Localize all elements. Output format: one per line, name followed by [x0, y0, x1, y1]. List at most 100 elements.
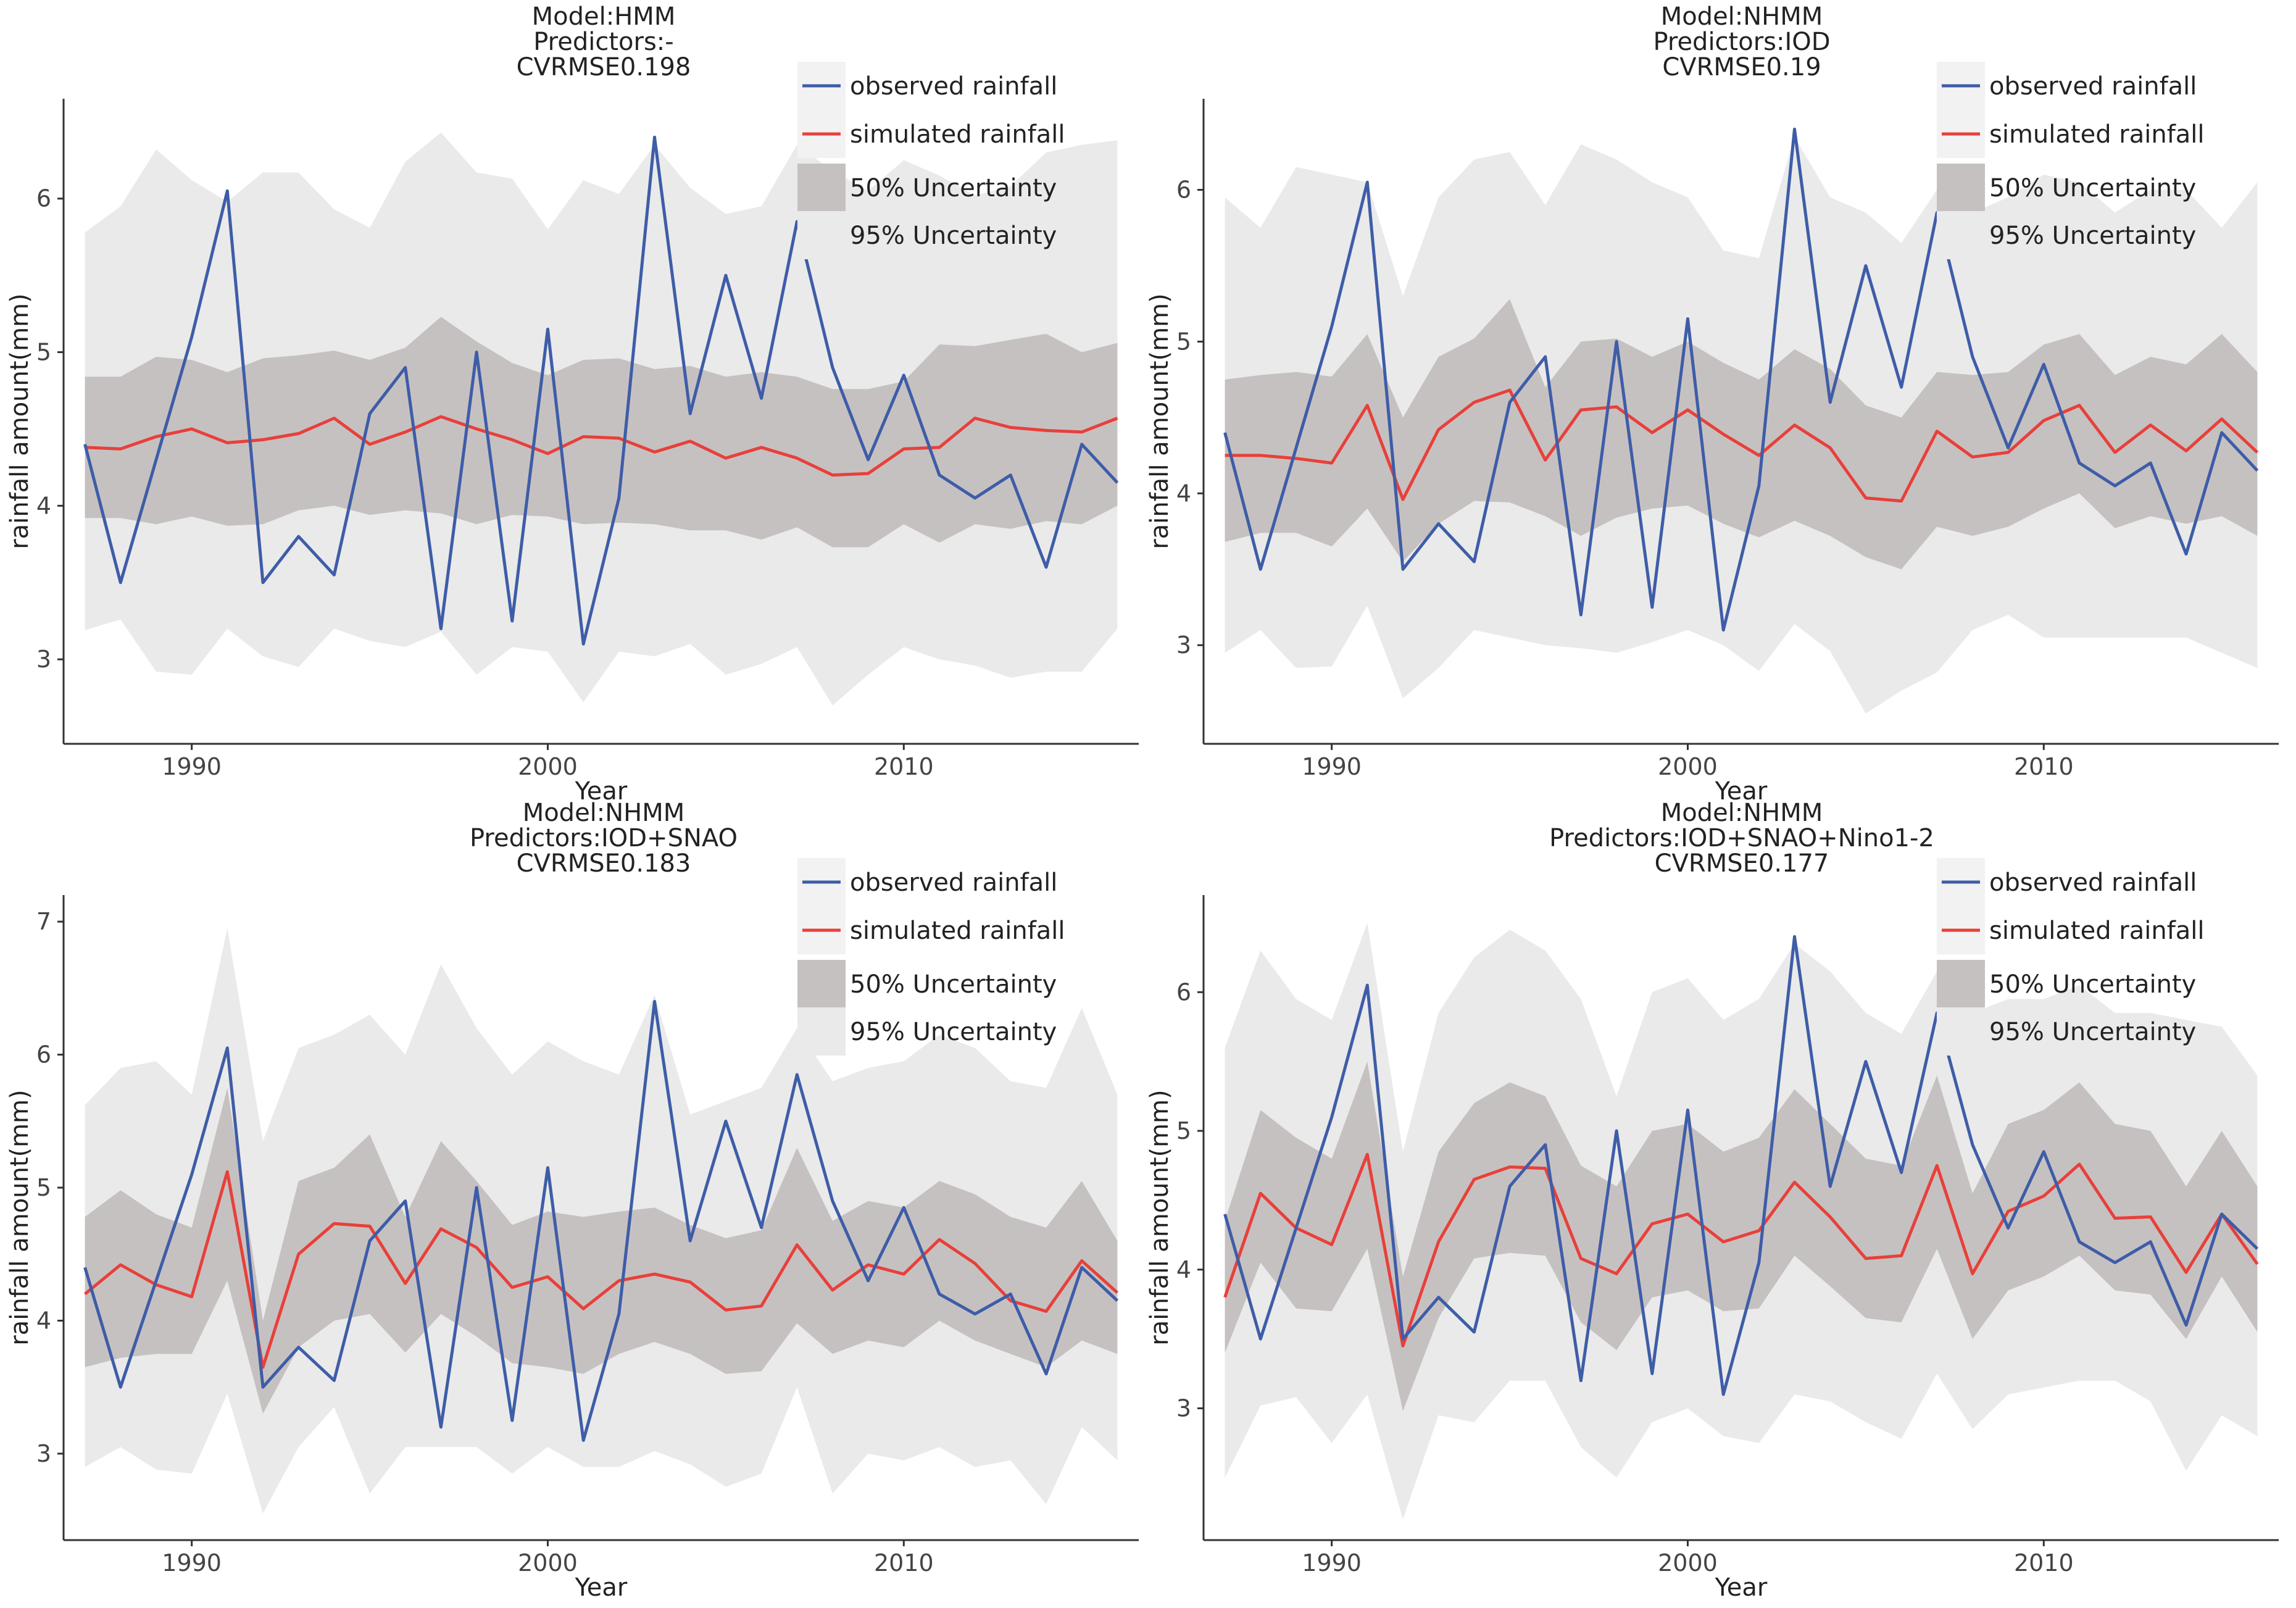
legend-50-uncertainty: 50% Uncertainty — [797, 164, 1057, 212]
legend: observed rainfall simulated rainfall 50% U… — [797, 62, 1065, 259]
legend-50-uncertainty: 50% Uncertainty — [1937, 960, 2196, 1008]
x-tick-label: 2010 — [874, 1549, 934, 1577]
x-axis-label: Year — [1715, 1573, 1768, 1602]
legend-observed: observed rainfall — [1937, 62, 2197, 110]
y-tick-label: 5 — [1176, 328, 1191, 355]
y-tick-label: 6 — [36, 1041, 51, 1069]
x-tick-label: 2010 — [2014, 753, 2074, 780]
simulated-rainfall-line — [85, 415, 1118, 477]
legend-label: observed rainfall — [1989, 72, 2197, 101]
y-tick-label: 4 — [1176, 1256, 1191, 1283]
legend-label: 95% Uncertainty — [1989, 222, 2196, 250]
x-tick-label: 2000 — [1658, 1549, 1718, 1577]
chart-title-line: CVRMSE0.198 — [517, 53, 691, 81]
band-50-uncertainty — [85, 317, 1118, 548]
y-axis-label: rainfall amount(mm) — [6, 293, 34, 549]
y-axis-label: rainfall amount(mm) — [1146, 1089, 1174, 1345]
legend-label: observed rainfall — [850, 869, 1057, 897]
y-tick-label: 6 — [36, 185, 51, 212]
x-tick-label: 2000 — [518, 1549, 578, 1577]
legend-label: 95% Uncertainty — [850, 1018, 1057, 1046]
x-tick-label: 1990 — [162, 1549, 222, 1577]
legend-50-uncertainty: 50% Uncertainty — [1937, 164, 2196, 212]
band-50-uncertainty — [1225, 299, 2258, 570]
legend-simulated: simulated rainfall — [1937, 110, 2205, 158]
x-tick-label: 1990 — [162, 753, 222, 780]
observed-rainfall-line — [1223, 127, 2259, 632]
chart-title-line: Model:NHMM — [523, 799, 685, 827]
observed-rainfall-line — [83, 999, 1119, 1442]
y-tick-label: 5 — [36, 1174, 51, 1201]
legend-simulated: simulated rainfall — [1937, 906, 2205, 954]
legend: observed rainfall simulated rainfall 50% U… — [797, 858, 1065, 1056]
legend-label: simulated rainfall — [850, 120, 1065, 149]
chart-title-line: CVRMSE0.19 — [1662, 53, 1821, 81]
legend-label: simulated rainfall — [1989, 917, 2205, 945]
legend-label: 95% Uncertainty — [1989, 1018, 2196, 1046]
x-tick-label: 2010 — [874, 753, 934, 780]
band-50-uncertainty — [85, 1088, 1118, 1414]
legend-swatch — [797, 960, 846, 1008]
x-tick-label: 2010 — [2014, 1549, 2074, 1577]
observed-rainfall-line — [83, 135, 1119, 646]
legend-swatch — [797, 1007, 846, 1056]
legend-label: 50% Uncertainty — [850, 174, 1057, 202]
legend-swatch — [1937, 960, 1985, 1008]
legend-label: observed rainfall — [850, 72, 1057, 101]
y-tick-label: 4 — [36, 492, 51, 519]
legend-observed: observed rainfall — [1937, 858, 2197, 906]
legend: observed rainfall simulated rainfall 50% U… — [1937, 858, 2205, 1056]
chart-title-line: Model:HMM — [532, 2, 676, 31]
x-axis-label: Year — [1715, 777, 1768, 806]
legend-swatch — [797, 164, 846, 212]
legend-label: 95% Uncertainty — [850, 222, 1057, 250]
legend-label: 50% Uncertainty — [850, 970, 1057, 999]
chart-title-line: CVRMSE0.183 — [517, 849, 691, 878]
legend-95-uncertainty: 95% Uncertainty — [1937, 211, 2196, 259]
legend-95-uncertainty: 95% Uncertainty — [797, 211, 1057, 259]
y-tick-label: 6 — [1176, 177, 1191, 204]
legend-95-uncertainty: 95% Uncertainty — [797, 1007, 1057, 1056]
y-axis-label: rainfall amount(mm) — [1146, 293, 1174, 549]
x-tick-label: 1990 — [1302, 753, 1362, 780]
y-axis-label: rainfall amount(mm) — [6, 1089, 34, 1345]
y-tick-label: 4 — [1176, 480, 1191, 507]
legend: observed rainfall simulated rainfall 50% U… — [1937, 62, 2205, 259]
y-tick-label: 3 — [1176, 1395, 1191, 1422]
x-axis-label: Year — [575, 777, 628, 806]
legend-label: simulated rainfall — [850, 917, 1065, 945]
legend-swatch — [797, 211, 846, 259]
legend-swatch — [1937, 211, 1985, 259]
chart-panel-3: 3 4 5 6 7 1990 2000 2010 Year rainfall amount(mm)… — [6, 799, 1139, 1602]
chart-title-line: Model:NHMM — [1661, 2, 1823, 31]
chart-title-line: Predictors:IOD+SNAO+Nino1-2 — [1549, 824, 1934, 852]
chart-title-line: Predictors:IOD — [1653, 28, 1830, 56]
legend-50-uncertainty: 50% Uncertainty — [797, 960, 1057, 1008]
y-tick-label: 7 — [36, 908, 51, 935]
y-tick-label: 5 — [1176, 1117, 1191, 1144]
x-tick-label: 2000 — [518, 753, 578, 780]
y-tick-label: 5 — [36, 339, 51, 366]
chart-title-line: Model:NHMM — [1661, 799, 1823, 827]
legend-simulated: simulated rainfall — [797, 906, 1065, 954]
chart-panel-2: 3 4 5 6 1990 2000 2010 Year rainfall amount(mm) M… — [1146, 2, 2279, 806]
y-tick-label: 4 — [36, 1307, 51, 1334]
chart-panel-4: 3 4 5 6 1990 2000 2010 Year rainfall amount(mm) M… — [1146, 799, 2279, 1602]
legend-simulated: simulated rainfall — [797, 110, 1065, 158]
observed-rainfall-line — [1223, 935, 2259, 1396]
chart-title-line: Predictors:IOD+SNAO — [470, 824, 738, 852]
y-tick-label: 3 — [36, 1440, 51, 1467]
legend-95-uncertainty: 95% Uncertainty — [1937, 1007, 2196, 1056]
legend-label: observed rainfall — [1989, 869, 2197, 897]
simulated-rainfall-line — [1223, 1152, 2259, 1348]
y-tick-label: 3 — [36, 646, 51, 673]
legend-label: 50% Uncertainty — [1989, 174, 2196, 202]
chart-title-line: Predictors:- — [533, 28, 673, 56]
y-tick-label: 3 — [1176, 631, 1191, 659]
legend-label: 50% Uncertainty — [1989, 970, 2196, 999]
legend-observed: observed rainfall — [797, 62, 1057, 110]
legend-label: simulated rainfall — [1989, 120, 2205, 149]
chart-panel-1: 3 4 5 6 1990 2000 2010 Year rainfall amount(mm) M… — [6, 2, 1139, 806]
legend-observed: observed rainfall — [797, 858, 1057, 906]
